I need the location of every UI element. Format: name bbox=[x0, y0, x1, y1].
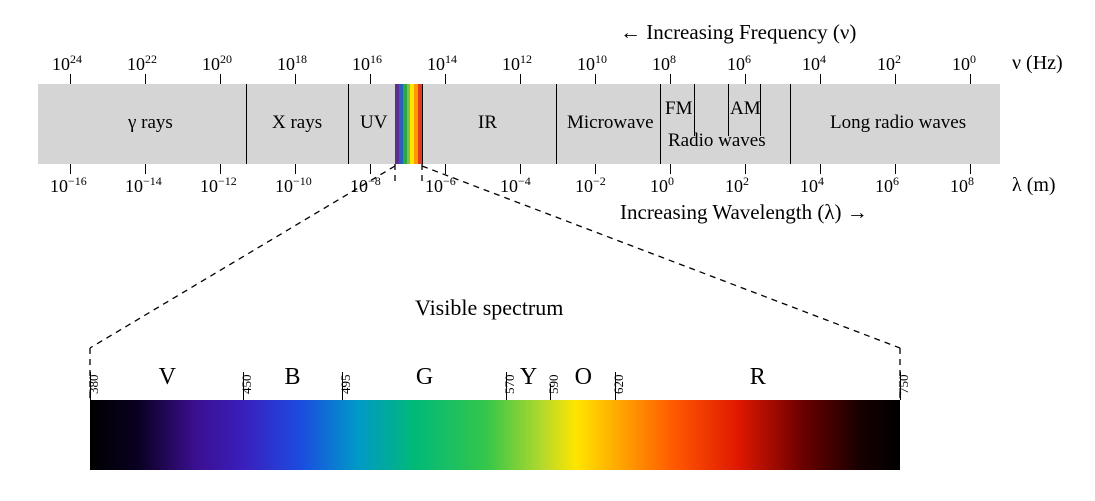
freq-tick-mark bbox=[220, 74, 221, 84]
band-label: Long radio waves bbox=[830, 112, 966, 134]
visible-tick-label: 570 bbox=[502, 375, 518, 395]
band-label: Microwave bbox=[567, 112, 654, 134]
wave-tick-label: 10−10 bbox=[275, 174, 312, 197]
freq-tick-mark bbox=[895, 74, 896, 84]
radio-sub-divider bbox=[694, 84, 695, 136]
wave-tick-label: 10−8 bbox=[350, 174, 381, 197]
freq-tick-label: 1022 bbox=[127, 52, 157, 75]
visible-band-letter: R bbox=[750, 364, 766, 391]
freq-tick-label: 1020 bbox=[202, 52, 232, 75]
freq-tick-label: 1010 bbox=[577, 52, 607, 75]
freq-axis-label: ν (Hz) bbox=[1012, 52, 1063, 75]
freq-tick-label: 1012 bbox=[502, 52, 532, 75]
visible-band-letter: O bbox=[575, 364, 592, 391]
visible-spectrum-title: Visible spectrum bbox=[415, 295, 563, 321]
visible-tick-label: 495 bbox=[338, 375, 354, 395]
freq-tick-label: 1014 bbox=[427, 52, 457, 75]
wave-axis-label: λ (m) bbox=[1012, 174, 1056, 197]
band-divider bbox=[422, 84, 423, 164]
band-label: IR bbox=[478, 112, 497, 134]
wave-tick-label: 106 bbox=[875, 174, 899, 197]
wave-tick-label: 10−14 bbox=[125, 174, 162, 197]
freq-tick-mark bbox=[520, 74, 521, 84]
freq-tick-label: 100 bbox=[952, 52, 976, 75]
freq-tick-label: 106 bbox=[727, 52, 751, 75]
wave-tick-mark bbox=[70, 164, 71, 174]
freq-tick-mark bbox=[670, 74, 671, 84]
wave-tick-label: 10−4 bbox=[500, 174, 531, 197]
visible-tick-label: 620 bbox=[611, 375, 627, 395]
band-divider bbox=[348, 84, 349, 164]
band-label: γ rays bbox=[128, 112, 173, 134]
freq-tick-label: 104 bbox=[802, 52, 826, 75]
visible-spectrum-bar bbox=[90, 400, 900, 470]
wave-tick-mark bbox=[745, 164, 746, 174]
increasing-wavelength-label: Increasing Wavelength (λ) → bbox=[620, 200, 868, 225]
wave-tick-label: 10−12 bbox=[200, 174, 237, 197]
band-divider bbox=[790, 84, 791, 164]
freq-tick-label: 108 bbox=[652, 52, 676, 75]
wave-tick-label: 102 bbox=[725, 174, 749, 197]
wave-tick-mark bbox=[670, 164, 671, 174]
freq-tick-label: 1018 bbox=[277, 52, 307, 75]
wave-tick-mark bbox=[295, 164, 296, 174]
freq-tick-label: 102 bbox=[877, 52, 901, 75]
visible-tick-label: 590 bbox=[546, 375, 562, 395]
band-divider bbox=[246, 84, 247, 164]
visible-band-letter: B bbox=[285, 364, 301, 391]
freq-tick-mark bbox=[745, 74, 746, 84]
freq-tick-mark bbox=[970, 74, 971, 84]
wave-tick-label: 100 bbox=[650, 174, 674, 197]
wave-tick-mark bbox=[370, 164, 371, 174]
band-label: UV bbox=[360, 112, 387, 134]
visible-band-letter: V bbox=[159, 364, 176, 391]
radio-sub-divider bbox=[728, 84, 729, 136]
freq-tick-mark bbox=[295, 74, 296, 84]
freq-tick-mark bbox=[145, 74, 146, 84]
visible-tick-label: 750 bbox=[896, 375, 912, 395]
freq-tick-mark bbox=[445, 74, 446, 84]
band-divider bbox=[556, 84, 557, 164]
wave-tick-mark bbox=[970, 164, 971, 174]
band-label-radio: Radio waves bbox=[668, 130, 766, 152]
band-label-fm: FM bbox=[665, 98, 692, 120]
wave-tick-mark bbox=[820, 164, 821, 174]
freq-tick-mark bbox=[370, 74, 371, 84]
visible-tick-label: 380 bbox=[86, 375, 102, 395]
band-label: X rays bbox=[272, 112, 322, 134]
visible-band-letter: Y bbox=[520, 364, 537, 391]
band-label-am: AM bbox=[730, 98, 761, 120]
wave-tick-label: 10−16 bbox=[50, 174, 87, 197]
freq-tick-label: 1024 bbox=[52, 52, 82, 75]
wave-tick-mark bbox=[595, 164, 596, 174]
wave-tick-mark bbox=[220, 164, 221, 174]
band-divider bbox=[660, 84, 661, 164]
wave-tick-label: 108 bbox=[950, 174, 974, 197]
freq-tick-mark bbox=[70, 74, 71, 84]
freq-tick-label: 1016 bbox=[352, 52, 382, 75]
increasing-frequency-label: ← Increasing Frequency (ν) bbox=[620, 20, 856, 45]
visible-band-letter: G bbox=[416, 364, 433, 391]
wave-tick-mark bbox=[895, 164, 896, 174]
wave-tick-label: 104 bbox=[800, 174, 824, 197]
wave-tick-label: 10−6 bbox=[425, 174, 456, 197]
visible-tick-label: 450 bbox=[239, 375, 255, 395]
freq-tick-mark bbox=[820, 74, 821, 84]
freq-tick-mark bbox=[595, 74, 596, 84]
wave-tick-mark bbox=[145, 164, 146, 174]
wave-tick-mark bbox=[520, 164, 521, 174]
wave-tick-label: 10−2 bbox=[575, 174, 606, 197]
wave-tick-mark bbox=[445, 164, 446, 174]
